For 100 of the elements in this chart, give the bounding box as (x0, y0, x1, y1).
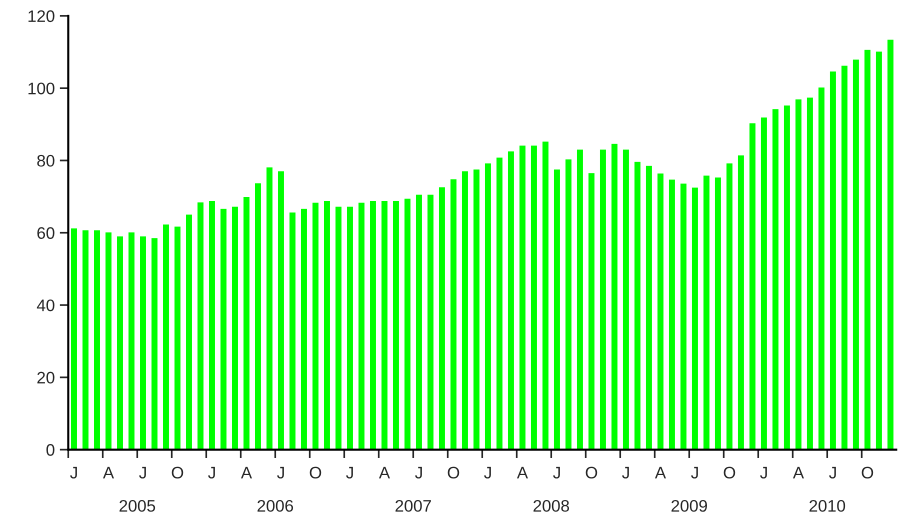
bar (795, 99, 802, 450)
bar (484, 163, 491, 450)
x-tick-label: J (346, 466, 353, 479)
x-tick-label: A (240, 466, 252, 478)
x-tick-label: J (70, 466, 77, 479)
bar (726, 163, 732, 450)
bar (438, 187, 445, 450)
bar (392, 200, 399, 450)
bar (542, 142, 548, 450)
bar (852, 60, 859, 450)
bar (324, 200, 330, 450)
x-tick-label: J (553, 466, 560, 479)
y-tick-label: 40 (36, 299, 54, 312)
text: 2007 (396, 500, 431, 512)
bar (381, 200, 388, 450)
bar (760, 117, 767, 450)
bar (152, 238, 158, 450)
bar (163, 224, 169, 450)
bar (300, 208, 307, 450)
x-tick-label: J (829, 466, 836, 479)
x-tick-label: J (415, 466, 422, 479)
bar (600, 150, 606, 450)
x-tick-label: O (448, 466, 460, 479)
bar (473, 170, 480, 450)
bar (266, 167, 272, 450)
x-tick-label: J (277, 466, 284, 479)
bar (289, 212, 296, 450)
text: 2010 (810, 500, 846, 512)
bar (94, 230, 100, 450)
bar (634, 162, 640, 450)
bar (806, 98, 813, 450)
text: 2008 (534, 500, 570, 512)
x-tick-label: J (622, 466, 629, 479)
x-tick-label: A (516, 466, 528, 478)
bar (232, 206, 238, 450)
y-tick-label: 60 (37, 227, 54, 239)
bar (370, 200, 376, 450)
x-tick-label: O (172, 466, 184, 479)
bar (772, 109, 778, 450)
bar (244, 196, 250, 450)
bar (519, 146, 526, 450)
x-tick-label: J (691, 466, 698, 479)
bar (530, 146, 537, 450)
bar (692, 188, 698, 450)
bar (174, 226, 180, 450)
x-tick-label: O (586, 466, 598, 479)
bar (830, 72, 836, 450)
bar (876, 52, 882, 450)
x-tick-label: J (208, 466, 215, 479)
bar (887, 40, 894, 450)
text: 2005 (120, 500, 156, 512)
x-tick-label: A (102, 466, 114, 478)
bar (554, 170, 560, 450)
bar (416, 194, 422, 450)
bar (703, 176, 710, 450)
bar (140, 236, 146, 450)
bar (117, 236, 123, 450)
bar (209, 200, 215, 450)
x-tick-label: A (378, 466, 390, 478)
bar (738, 155, 744, 450)
bar (198, 202, 204, 450)
y-tick-label: 0 (46, 444, 54, 456)
bar (864, 50, 870, 450)
bar (358, 202, 364, 450)
bar (450, 179, 456, 450)
bar (680, 184, 686, 450)
bar (714, 177, 721, 450)
bar (508, 151, 514, 450)
bar (668, 180, 675, 450)
bar (749, 123, 756, 450)
y-tick-label: 100 (28, 82, 54, 94)
bar (404, 198, 410, 450)
x-tick-label: J (760, 466, 767, 479)
y-tick-label: 80 (37, 154, 54, 167)
bar (220, 208, 226, 450)
bar (818, 87, 824, 450)
x-tick-label: A (654, 466, 666, 478)
bar (576, 150, 583, 450)
x-tick-label: A (792, 466, 804, 478)
y-tick-label: 20 (37, 372, 54, 384)
bar (588, 173, 594, 450)
x-tick-label: O (862, 466, 874, 479)
bar (106, 232, 112, 450)
y-tick-label: 120 (28, 10, 54, 22)
bar (565, 159, 572, 450)
bar (82, 230, 88, 450)
bar (622, 150, 629, 450)
bar (462, 171, 468, 450)
x-tick-label: J (484, 466, 491, 479)
bar (335, 206, 342, 450)
bar (312, 202, 318, 450)
text: 2009 (672, 500, 707, 512)
bar (346, 206, 353, 450)
x-tick-label: O (724, 466, 736, 479)
bar (611, 144, 618, 450)
bar (496, 158, 502, 450)
text: 2006 (258, 500, 294, 512)
bar (646, 166, 652, 450)
bar (71, 228, 77, 450)
bar (657, 173, 664, 450)
